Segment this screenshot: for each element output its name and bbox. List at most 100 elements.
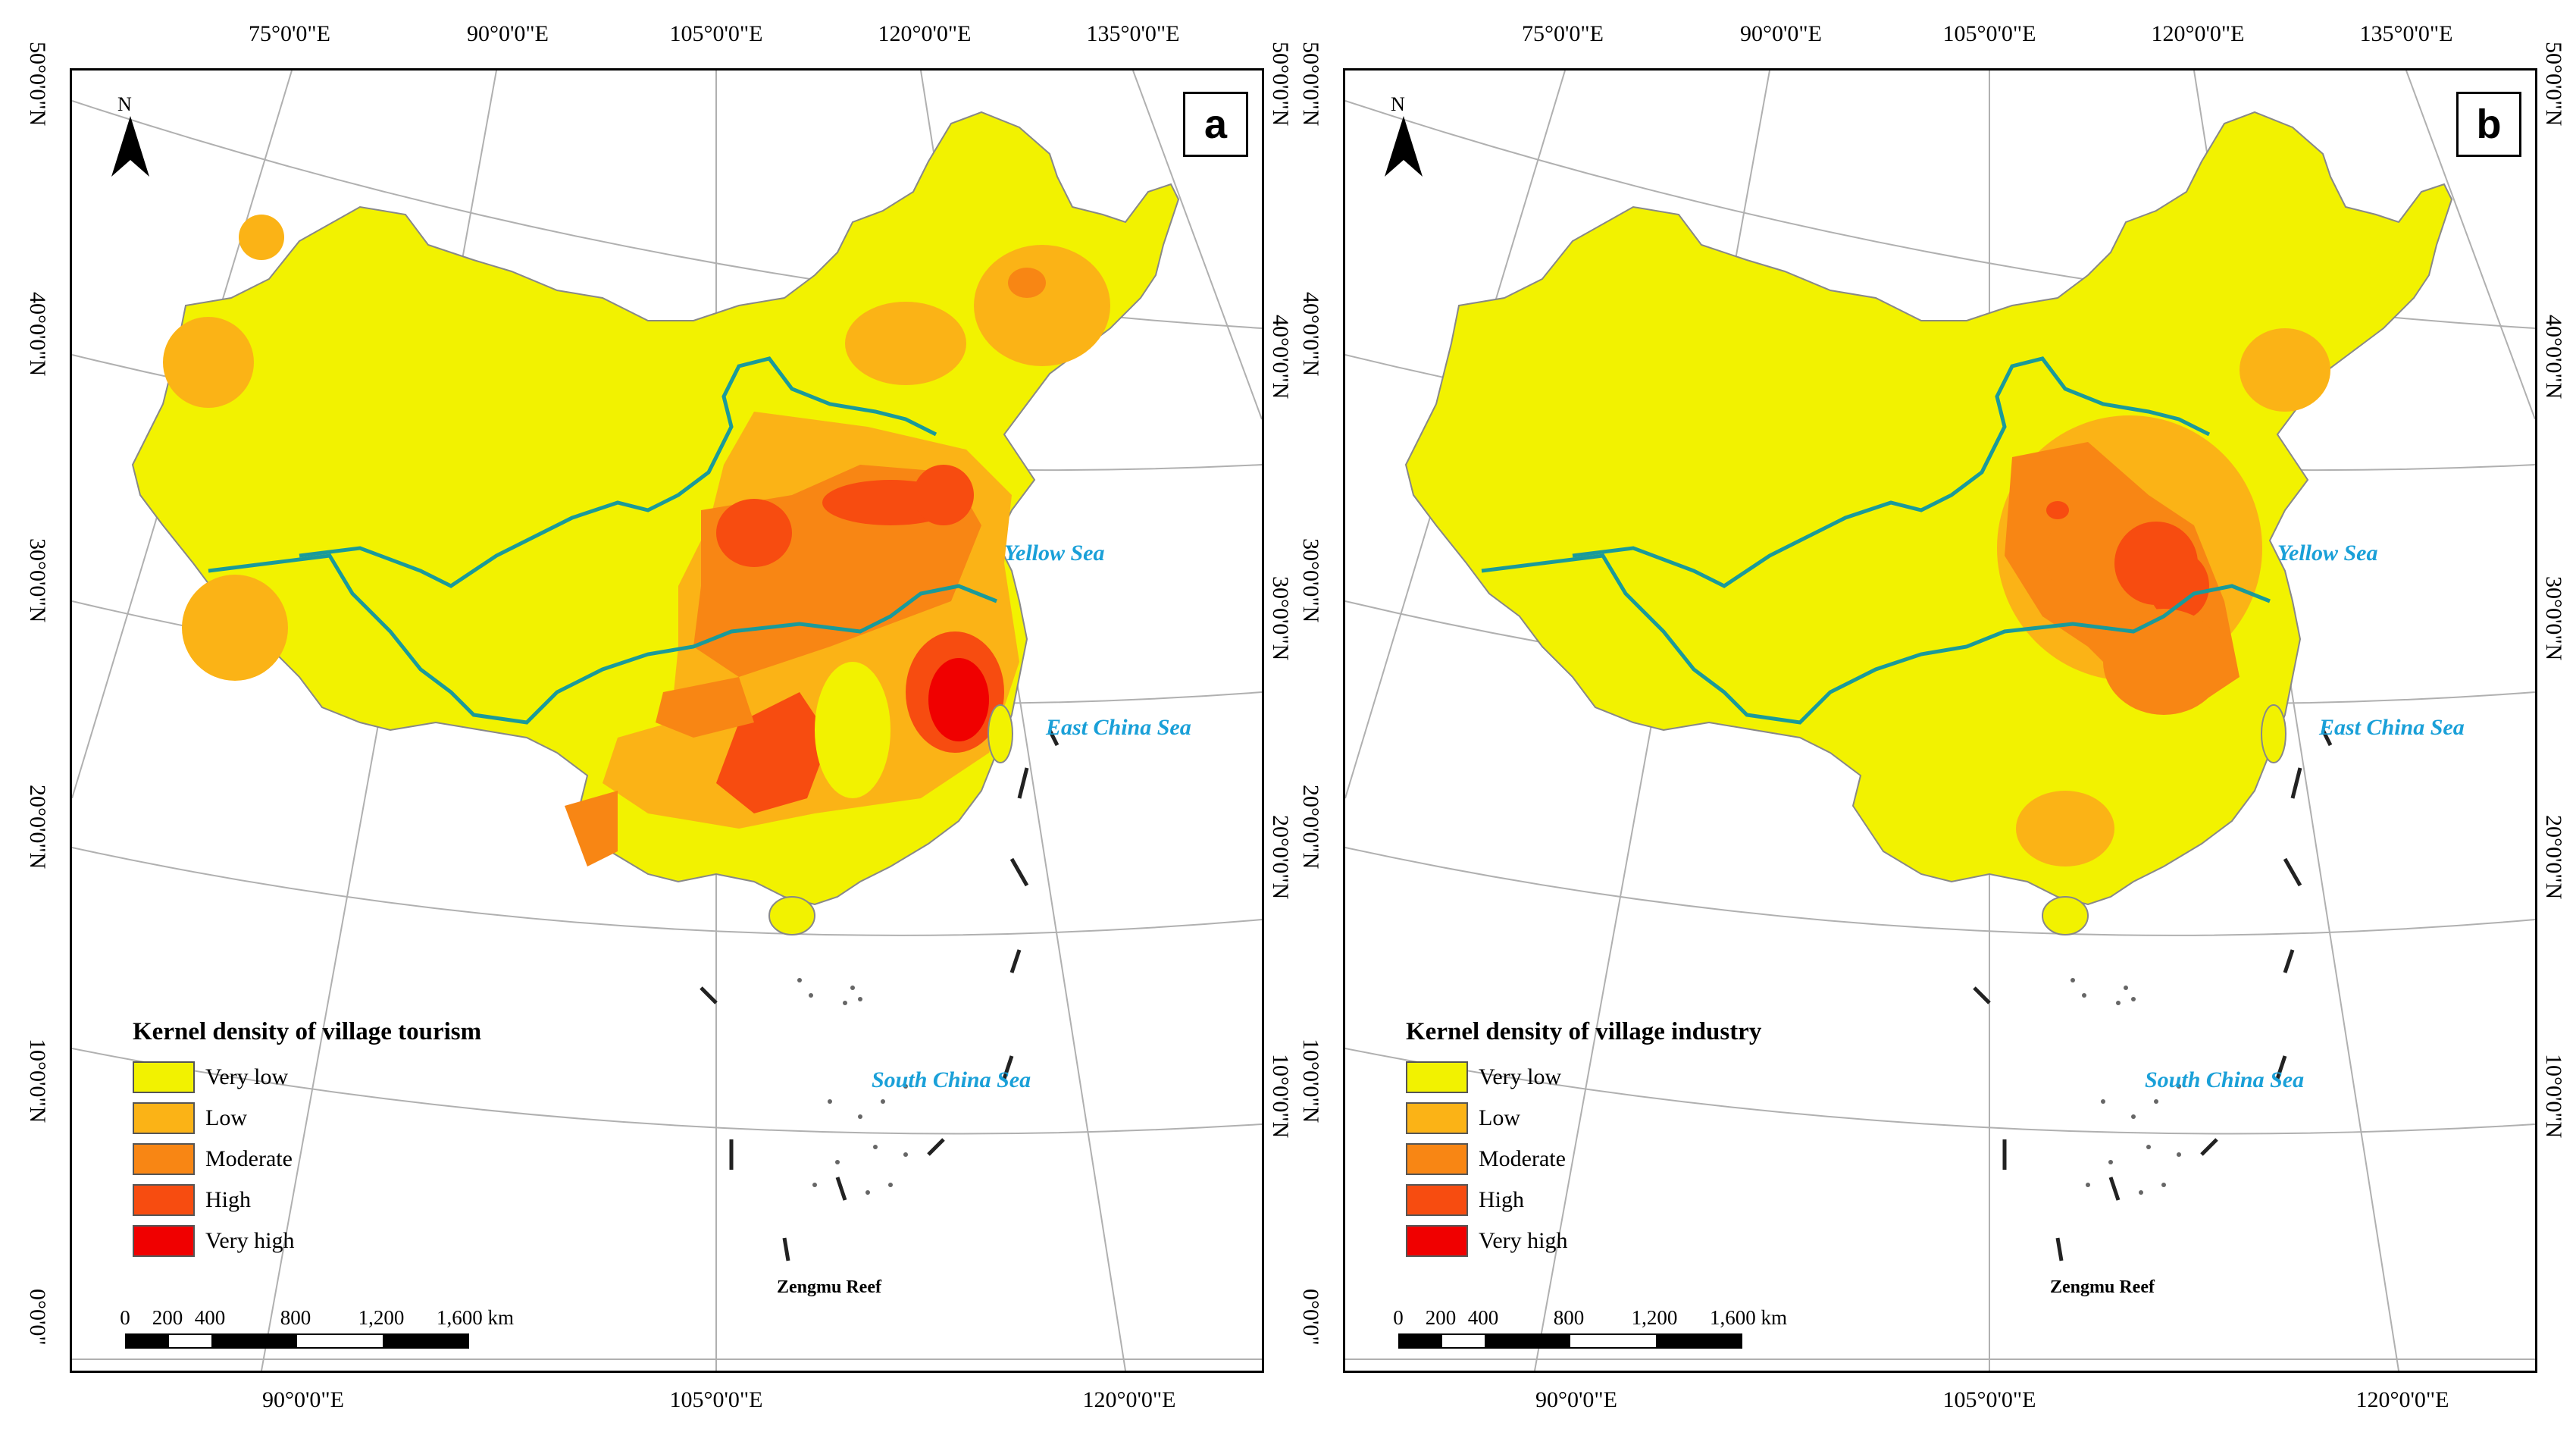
lon-tick-105e: 105°0'0"E	[669, 21, 763, 46]
lat-tick-40n: 40°0'0"N	[25, 292, 50, 377]
legend-title: Kernel density of village tourism	[133, 1018, 482, 1045]
hainan-island	[2042, 896, 2089, 935]
legend-swatch	[1406, 1102, 1468, 1134]
nine-dash-line	[1973, 729, 2333, 1261]
legend-swatch	[133, 1225, 195, 1257]
rivers	[208, 356, 997, 725]
lat-tick-50n: 50°0'0"N	[25, 42, 50, 127]
legend-item-moderate: Moderate	[133, 1139, 481, 1180]
legend-item-low: Low	[133, 1098, 481, 1139]
legend-swatch	[1406, 1225, 1468, 1257]
panel-letter-b: b	[2456, 92, 2521, 157]
north-arrow-icon	[1385, 116, 1423, 177]
legend-title: Kernel density of village industry	[1406, 1018, 1762, 1045]
legend-item-high: High	[133, 1180, 481, 1221]
map-frame: N a Yellow Sea East China Sea South Chin…	[70, 68, 1264, 1373]
density-patches-a	[163, 215, 1110, 866]
legend-swatch	[133, 1102, 195, 1134]
lon-tick-bottom-105e: 105°0'0"E	[1942, 1387, 2036, 1412]
lat-tick-50n: 50°0'0"N	[1298, 42, 1323, 127]
scale-label: 1,200	[1631, 1306, 1678, 1329]
legend-item-low: Low	[1406, 1098, 1761, 1139]
map-panel-a: 75°0'0"E 90°0'0"E 105°0'0"E 120°0'0"E 13…	[0, 0, 1293, 1429]
sea-label-east-china: East China Sea	[1046, 715, 1191, 740]
density-patches-b	[1997, 328, 2330, 866]
scale-label: 400	[194, 1306, 226, 1329]
legend-label: Very high	[1479, 1228, 1568, 1253]
lat-tick-0: 0°0'0"	[25, 1289, 50, 1346]
scale-labels: 0 200 400 800 1,200 1,600 km	[119, 1306, 514, 1333]
sea-label-south-china: South China Sea	[872, 1067, 1031, 1092]
rivers	[1481, 356, 2271, 725]
legend-label: High	[1479, 1187, 1524, 1212]
legend-swatch	[133, 1143, 195, 1175]
lon-tick-bottom-90e: 90°0'0"E	[262, 1387, 344, 1412]
lat-tick-20n: 20°0'0"N	[1298, 785, 1323, 870]
scale-label: 1,600 km	[436, 1306, 515, 1329]
legend-item-very-low: Very low	[133, 1057, 481, 1098]
zengmu-reef-label: Zengmu Reef	[777, 1277, 881, 1297]
lat-tick-30n: 30°0'0"N	[25, 538, 50, 623]
lon-tick-75e: 75°0'0"E	[1522, 21, 1604, 46]
scale-label: 200	[1425, 1306, 1457, 1329]
map-canvas	[72, 71, 1262, 1371]
map-canvas	[1345, 71, 2535, 1371]
lat-tick-40n: 40°0'0"N	[1298, 292, 1323, 377]
lon-tick-120e: 120°0'0"E	[2151, 21, 2245, 46]
lat-tick-right-20n: 20°0'0"N	[2541, 815, 2566, 900]
scale-label: 800	[1553, 1306, 1585, 1329]
lat-tick-30n: 30°0'0"N	[1298, 538, 1323, 623]
scale-bar-graphic	[1398, 1333, 1742, 1349]
scale-label: 1,200	[358, 1306, 405, 1329]
legend-item-very-high: Very high	[133, 1221, 481, 1261]
lat-tick-0: 0°0'0"	[1298, 1289, 1323, 1346]
legend-label: Very high	[205, 1228, 295, 1253]
hainan-island	[768, 896, 815, 935]
lon-tick-135e: 135°0'0"E	[1086, 21, 1180, 46]
legend-label: Low	[205, 1105, 247, 1130]
lon-tick-bottom-120e: 120°0'0"E	[2355, 1387, 2449, 1412]
lat-tick-right-50n: 50°0'0"N	[2541, 42, 2566, 127]
scale-label: 200	[152, 1306, 183, 1329]
map-panel-b: 75°0'0"E 90°0'0"E 105°0'0"E 120°0'0"E 13…	[1273, 0, 2566, 1429]
lon-tick-bottom-90e: 90°0'0"E	[1535, 1387, 1617, 1412]
sea-label-east-china: East China Sea	[2319, 715, 2465, 740]
lon-tick-120e: 120°0'0"E	[878, 21, 972, 46]
north-arrow-icon	[111, 116, 149, 177]
legend-item-very-low: Very low	[1406, 1057, 1761, 1098]
legend-label: Very low	[1479, 1064, 1562, 1089]
lon-tick-75e: 75°0'0"E	[249, 21, 330, 46]
scale-bar: 0 200 400 800 1,200 1,600 km	[119, 1306, 514, 1349]
scale-bar-graphic	[125, 1333, 469, 1349]
legend-swatch	[133, 1184, 195, 1216]
legend-label: Moderate	[1479, 1146, 1566, 1171]
lon-tick-bottom-120e: 120°0'0"E	[1082, 1387, 1176, 1412]
sea-label-south-china: South China Sea	[2145, 1067, 2305, 1092]
legend-swatch	[1406, 1143, 1468, 1175]
north-label: N	[117, 93, 132, 115]
legend-label: Moderate	[205, 1146, 293, 1171]
south-china-sea-islands	[797, 978, 908, 1195]
nine-dash-line	[700, 729, 1060, 1261]
sea-label-yellow: Yellow Sea	[1004, 541, 1105, 566]
legend-item-moderate: Moderate	[1406, 1139, 1761, 1180]
scale-label: 1,600 km	[1709, 1306, 1788, 1329]
scale-bar: 0 200 400 800 1,200 1,600 km	[1392, 1306, 1787, 1349]
lat-tick-right-10n: 10°0'0"N	[2541, 1054, 2566, 1139]
lon-tick-90e: 90°0'0"E	[1740, 21, 1822, 46]
scale-label: 400	[1467, 1306, 1499, 1329]
legend-swatch	[1406, 1184, 1468, 1216]
panel-letter-a: a	[1183, 92, 1248, 157]
lon-tick-90e: 90°0'0"E	[467, 21, 549, 46]
scale-label: 0	[1393, 1306, 1404, 1329]
south-china-sea-islands	[2071, 978, 2181, 1195]
lat-tick-right-40n: 40°0'0"N	[2541, 315, 2566, 400]
lon-tick-105e: 105°0'0"E	[1942, 21, 2036, 46]
map-frame: N b Yellow Sea East China Sea South Chin…	[1343, 68, 2537, 1373]
legend-swatch	[133, 1061, 195, 1093]
legend-item-high: High	[1406, 1180, 1761, 1221]
lat-tick-10n: 10°0'0"N	[25, 1039, 50, 1123]
lat-tick-10n: 10°0'0"N	[1298, 1039, 1323, 1123]
lat-tick-20n: 20°0'0"N	[25, 785, 50, 870]
scale-label: 0	[120, 1306, 130, 1329]
